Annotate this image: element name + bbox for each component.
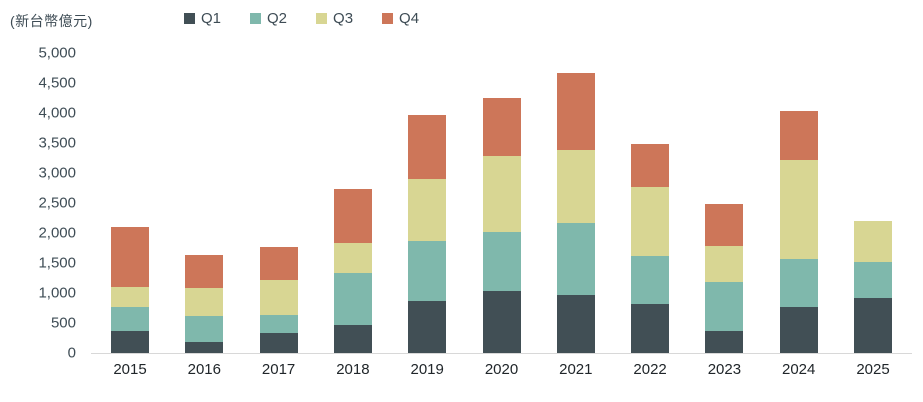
bar-segment-2023-q4 [705, 203, 744, 247]
x-axis-line [91, 353, 912, 354]
bar-segment-2015-q1 [111, 331, 149, 353]
bar-segment-2020-q4 [482, 98, 521, 157]
legend: Q1 Q2 Q3 Q4 [184, 10, 419, 27]
legend-label-q4: Q4 [399, 10, 420, 27]
x-tick-2025: 2025 [856, 361, 890, 378]
bar-segment-2016-q3 [185, 287, 224, 316]
x-tick-2017: 2017 [261, 361, 296, 378]
bar-segment-2022-q1 [631, 303, 670, 353]
bar-segment-2019-q3 [408, 179, 447, 241]
bar-segment-2025-q2 [854, 262, 892, 298]
legend-swatch-q2 [250, 13, 262, 24]
bar-segment-2019-q1 [408, 301, 447, 353]
bar-segment-2024-q1 [779, 306, 818, 353]
bar-segment-2015-q4 [111, 227, 149, 287]
bar-segment-2022-q4 [631, 144, 670, 188]
bar-segment-2025-q3 [854, 221, 892, 263]
axis-unit-label: (新台幣億元) [10, 13, 93, 29]
y-tick-2500: 2,500 [38, 194, 76, 212]
legend-label-q2: Q2 [267, 10, 288, 27]
bar-segment-2023-q1 [705, 331, 744, 353]
bar-segment-2017-q3 [259, 280, 298, 315]
bar-segment-2015-q2 [111, 306, 149, 332]
x-tick-2024: 2024 [782, 361, 816, 378]
legend-item-q2: Q2 [250, 10, 287, 27]
bar-segment-2016-q1 [185, 341, 224, 353]
bar-segment-2021-q2 [556, 223, 595, 295]
bar-segment-2022-q2 [631, 255, 670, 304]
bar-segment-2021-q3 [556, 150, 595, 224]
y-tick-2000: 2,000 [38, 224, 76, 242]
x-tick-2022: 2022 [633, 361, 667, 378]
bar-segment-2017-q2 [259, 314, 298, 333]
bar-segment-2020-q2 [482, 232, 521, 292]
x-tick-2020: 2020 [484, 361, 519, 378]
bar-segment-2021-q4 [556, 73, 595, 151]
y-tick-0: 0 [67, 344, 76, 362]
legend-swatch-q3 [316, 13, 328, 24]
y-tick-3000: 3,000 [38, 164, 76, 182]
x-tick-2016: 2016 [187, 361, 221, 378]
legend-swatch-q1 [184, 13, 195, 24]
x-tick-2023: 2023 [707, 361, 742, 378]
bar-segment-2016-q4 [185, 255, 224, 288]
y-tick-5000: 5,000 [38, 44, 76, 62]
bar-segment-2018-q2 [333, 273, 372, 325]
legend-swatch-q4 [382, 13, 394, 24]
x-tick-2015: 2015 [113, 361, 147, 378]
bar-segment-2023-q2 [705, 282, 744, 332]
bar-segment-2025-q1 [854, 297, 892, 353]
bar-segment-2017-q4 [259, 246, 298, 281]
x-tick-2019: 2019 [410, 361, 444, 378]
bar-segment-2018-q3 [333, 242, 372, 274]
bar-segment-2016-q2 [185, 315, 224, 342]
legend-item-q4: Q4 [382, 10, 419, 27]
bar-segment-2021-q1 [556, 294, 595, 353]
bar-segment-2024-q3 [779, 159, 818, 260]
bar-segment-2022-q3 [631, 187, 670, 256]
bar-segment-2019-q4 [408, 115, 447, 179]
bar-segment-2017-q1 [259, 332, 298, 353]
bar-segment-2024-q2 [779, 259, 818, 307]
y-tick-3500: 3,500 [38, 134, 76, 152]
legend-label-q1: Q1 [201, 10, 222, 27]
bar-segment-2019-q2 [408, 240, 447, 302]
legend-item-q3: Q3 [316, 10, 353, 27]
y-tick-4500: 4,500 [38, 74, 76, 92]
bar-segment-2018-q1 [333, 324, 372, 353]
y-tick-500: 500 [50, 314, 76, 332]
y-tick-1000: 1,000 [38, 284, 76, 302]
x-tick-2021: 2021 [559, 361, 593, 378]
bar-segment-2023-q3 [705, 246, 744, 283]
x-tick-2018: 2018 [336, 361, 370, 378]
bar-segment-2018-q4 [333, 188, 372, 243]
y-tick-1500: 1,500 [38, 254, 76, 272]
bar-segment-2024-q4 [779, 111, 818, 160]
y-tick-4000: 4,000 [38, 104, 76, 122]
bar-segment-2020-q1 [482, 291, 521, 353]
legend-item-q1: Q1 [184, 10, 221, 27]
legend-label-q3: Q3 [333, 10, 354, 27]
bar-segment-2020-q3 [482, 156, 521, 233]
bar-segment-2015-q3 [111, 287, 149, 307]
